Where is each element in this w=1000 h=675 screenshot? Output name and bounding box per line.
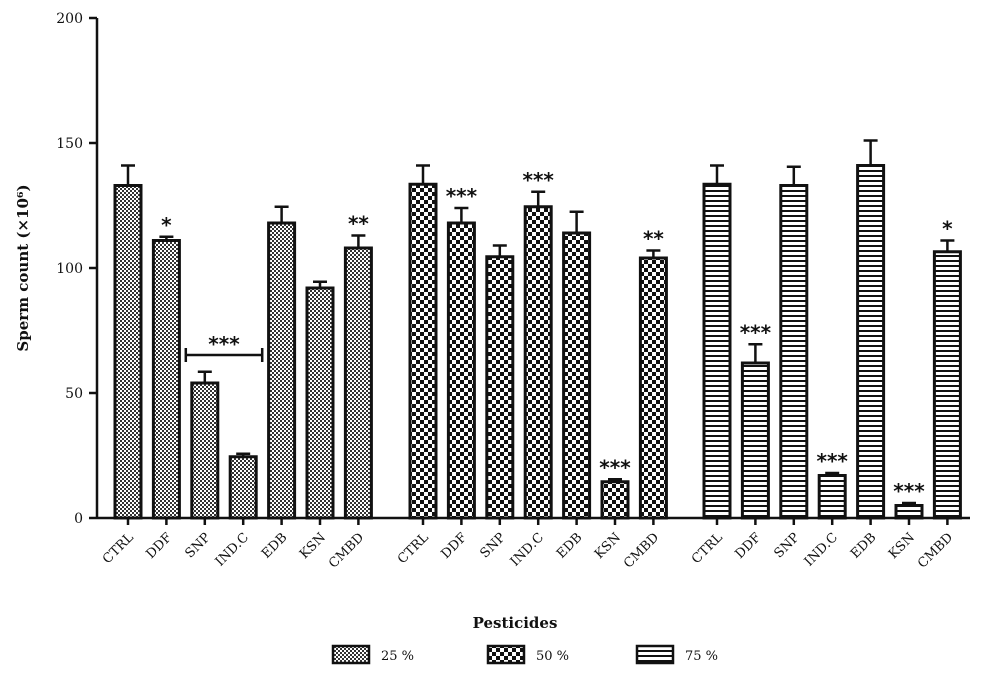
bar-75-edb	[856, 164, 886, 520]
bar-50-cmbd	[638, 256, 668, 520]
x-tick-label: KSN	[592, 530, 624, 562]
x-tick-label: IND.C	[213, 530, 252, 569]
bar-75-ddf	[740, 361, 770, 520]
significance-marker: **	[643, 227, 664, 251]
legend-swatch	[486, 644, 526, 665]
legend-label: 50 %	[536, 649, 569, 664]
x-tick-label: DDF	[143, 530, 175, 562]
bars: * **************************	[113, 139, 962, 520]
legend-label: 25 %	[381, 649, 414, 664]
bar-50-ctrl	[408, 182, 438, 520]
x-tick-label: CMBD	[326, 530, 367, 571]
bar-50-edb	[562, 231, 592, 520]
significance-marker: ***	[817, 449, 849, 473]
bar-50-indc	[523, 205, 553, 520]
significance-marker: ***	[893, 479, 925, 503]
x-tick-label: CMBD	[915, 530, 956, 571]
x-tick-label: KSN	[886, 530, 918, 562]
y-tick-label: 0	[74, 511, 83, 527]
legend-label: 75 %	[685, 649, 718, 664]
bar-25-indc	[228, 455, 258, 520]
x-tick-label: DDF	[732, 530, 764, 562]
y-axis: 0 50 100 150 200	[56, 11, 99, 527]
bar-75-ksn	[894, 504, 924, 520]
bar-75-indc	[817, 474, 847, 520]
bar-25-ksn	[305, 286, 335, 520]
x-tick-label: CTRL	[689, 530, 726, 567]
x-tick-label: SNP	[477, 530, 508, 561]
significance-marker: ***	[523, 168, 555, 192]
bar-50-ksn	[600, 480, 630, 520]
y-tick-label: 100	[56, 261, 83, 277]
legend-swatch	[635, 644, 675, 665]
significance-marker: ***	[599, 455, 631, 479]
y-tick-label: 50	[65, 386, 83, 402]
x-axis-title: Pesticides	[473, 614, 558, 632]
bar-25-ddf	[151, 239, 181, 520]
significance-marker: *	[161, 213, 172, 237]
x-tick-label: IND.C	[802, 530, 841, 569]
x-tick-label: EDB	[848, 530, 879, 561]
bar-75-cmbd	[932, 250, 962, 520]
bar-25-snp	[190, 381, 220, 520]
x-tick-label: EDB	[259, 530, 290, 561]
x-tick-label: EDB	[554, 530, 585, 561]
bar-50-ddf	[446, 221, 476, 520]
bar-25-edb	[267, 221, 297, 520]
bar-75-snp	[779, 184, 809, 520]
bar-75-ctrl	[702, 182, 732, 520]
legend: 25 % 50 % 75 %	[331, 644, 718, 665]
y-axis-title: Sperm count (×10⁶)	[14, 184, 32, 351]
y-tick-label: 150	[56, 136, 83, 152]
x-tick-label: CMBD	[621, 530, 662, 571]
bar-25-ctrl	[113, 184, 143, 520]
bar-25-cmbd	[343, 246, 373, 520]
x-tick-label: KSN	[297, 530, 329, 562]
y-tick-label: 200	[56, 11, 83, 27]
bracket-significance-marker: ***	[208, 332, 240, 356]
legend-swatch	[331, 644, 371, 665]
x-tick-label: CTRL	[395, 530, 432, 567]
x-tick-label: SNP	[182, 530, 213, 561]
x-tick-label: IND.C	[508, 530, 547, 569]
significance-marker: *	[942, 217, 953, 241]
bar-50-snp	[485, 255, 515, 520]
significance-marker: ***	[446, 184, 478, 208]
x-tick-label: CTRL	[100, 530, 137, 567]
significance-marker: **	[348, 212, 369, 236]
significance-marker: ***	[740, 320, 772, 344]
x-tick-label: DDF	[438, 530, 470, 562]
x-tick-label: SNP	[771, 530, 802, 561]
